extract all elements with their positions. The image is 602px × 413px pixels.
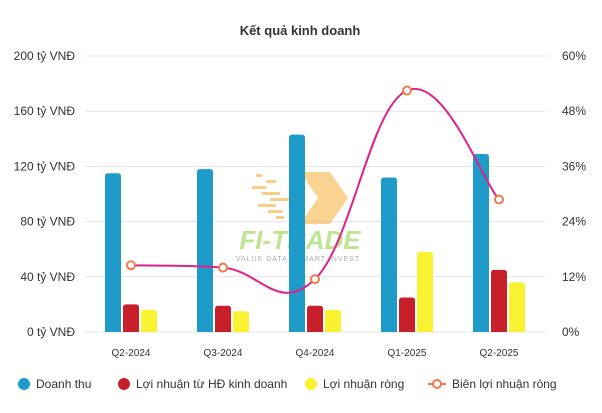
y-axis-left: 0 tỷ VNĐ 40 tỷ VNĐ 80 tỷ VNĐ 120 tỷ VNĐ 160 … bbox=[14, 49, 76, 339]
y-left-tick-label: 120 tỷ VNĐ bbox=[14, 159, 76, 173]
margin-point-Q2-2024 bbox=[126, 260, 136, 271]
x-axis: Q2-2024 Q3-2024 Q4-2024 Q1-2025 Q2-2025 bbox=[112, 348, 519, 359]
legend: Doanh thu Lợi nhuận từ HĐ kinh doanh Lợi n… bbox=[18, 377, 557, 391]
x-tick-label: Q2-2025 bbox=[480, 348, 519, 359]
y-right-tick-label: 60% bbox=[562, 49, 586, 63]
legend-marker-1 bbox=[118, 378, 130, 390]
bar-l-i-nhu-n-r-ng-Q1-2025 bbox=[417, 251, 433, 332]
legend-label: Biên lợi nhuận ròng bbox=[452, 377, 557, 391]
y-right-tick-label: 24% bbox=[562, 215, 586, 229]
bar-l-i-nhu-n-t-h-kinh-doanh-Q4-2024 bbox=[307, 305, 323, 332]
y-left-tick-label: 40 tỷ VNĐ bbox=[20, 270, 75, 284]
bar-doanh-thu-Q4-2024 bbox=[289, 134, 305, 332]
bar-l-i-nhu-n-t-h-kinh-doanh-Q3-2024 bbox=[215, 305, 231, 332]
y-left-tick-label: 0 tỷ VNĐ bbox=[27, 325, 75, 339]
legend-marker-2 bbox=[305, 378, 317, 390]
chart-title: Kết quả kinh doanh bbox=[240, 23, 361, 38]
y-left-tick-label: 160 tỷ VNĐ bbox=[14, 104, 76, 118]
margin-point-Q4-2024 bbox=[310, 274, 320, 285]
bar-l-i-nhu-n-r-ng-Q2-2025 bbox=[509, 282, 525, 332]
y-left-tick-label: 200 tỷ VNĐ bbox=[14, 49, 76, 63]
bar-l-i-nhu-n-t-h-kinh-doanh-Q1-2025 bbox=[399, 297, 415, 332]
bar-l-i-nhu-n-r-ng-Q4-2024 bbox=[325, 309, 341, 332]
margin-point-Q3-2024 bbox=[218, 262, 228, 273]
bar-doanh-thu-Q3-2024 bbox=[197, 169, 213, 332]
y-left-tick-label: 80 tỷ VNĐ bbox=[20, 215, 75, 229]
bars bbox=[105, 134, 525, 332]
y-right-tick-label: 36% bbox=[562, 159, 586, 173]
margin-line bbox=[126, 85, 504, 294]
bar-l-i-nhu-n-t-h-kinh-doanh-Q2-2025 bbox=[491, 269, 507, 332]
margin-point-Q2-2025 bbox=[494, 194, 504, 205]
x-tick-label: Q1-2025 bbox=[388, 348, 427, 359]
grid-lines bbox=[85, 55, 545, 333]
bar-doanh-thu-Q2-2025 bbox=[473, 153, 489, 332]
legend-marker-3 bbox=[432, 379, 442, 389]
bar-doanh-thu-Q2-2024 bbox=[105, 173, 121, 332]
legend-label: Doanh thu bbox=[36, 377, 91, 391]
x-tick-label: Q3-2024 bbox=[204, 348, 243, 359]
y-right-tick-label: 0% bbox=[562, 325, 580, 339]
x-tick-label: Q4-2024 bbox=[296, 348, 335, 359]
bar-l-i-nhu-n-r-ng-Q2-2024 bbox=[141, 309, 157, 332]
margin-line-path bbox=[130, 87, 500, 294]
margin-point-Q1-2025 bbox=[402, 85, 412, 96]
bar-l-i-nhu-n-r-ng-Q3-2024 bbox=[233, 311, 249, 332]
y-axis-right: 0% 12% 24% 36% 48% 60% bbox=[562, 49, 586, 339]
watermark-arrow-icon bbox=[252, 172, 348, 224]
legend-label: Lợi nhuận ròng bbox=[323, 377, 404, 391]
legend-marker-0 bbox=[18, 378, 30, 390]
y-right-tick-label: 12% bbox=[562, 270, 586, 284]
x-tick-label: Q2-2024 bbox=[112, 348, 151, 359]
legend-label: Lợi nhuận từ HĐ kinh doanh bbox=[136, 377, 287, 391]
bar-l-i-nhu-n-t-h-kinh-doanh-Q2-2024 bbox=[123, 304, 139, 332]
bar-doanh-thu-Q1-2025 bbox=[381, 177, 397, 332]
y-right-tick-label: 48% bbox=[562, 104, 586, 118]
